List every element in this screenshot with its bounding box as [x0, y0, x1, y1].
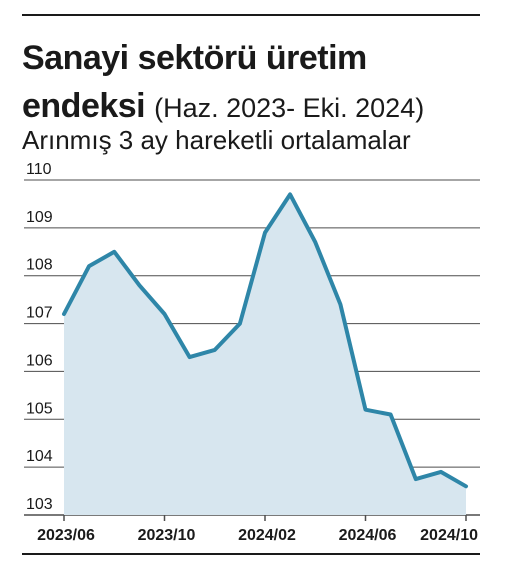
y-tick-label: 105	[26, 400, 53, 417]
y-tick-label: 107	[26, 305, 53, 322]
chart-title: Sanayi sektörü üretim endeksi (Haz. 2023…	[22, 34, 492, 132]
y-axis-ticks: 103 104 105 106 107 108 109 110	[26, 161, 53, 513]
area-layer	[62, 192, 468, 515]
chart-subtitle: Arınmış 3 ay hareketli ortalamalar	[22, 125, 411, 155]
x-tick-label: 2024/10	[420, 527, 478, 544]
y-tick-label: 104	[26, 448, 53, 465]
top-rule	[22, 14, 480, 16]
x-tick-label: 2024/02	[238, 527, 296, 544]
x-tick-label: 2024/06	[339, 527, 397, 544]
y-tick-label: 108	[26, 257, 53, 274]
y-tick-label: 106	[26, 352, 53, 369]
area-fill	[64, 194, 466, 515]
y-tick-label: 103	[26, 496, 53, 513]
chart-title-main: Sanayi sektörü üretim endeksi	[22, 39, 367, 125]
bottom-rule	[22, 553, 480, 555]
y-tick-label: 110	[26, 161, 52, 178]
x-tick-label: 2023/10	[138, 527, 196, 544]
x-tick-label: 2023/06	[37, 527, 95, 544]
x-axis-ticks: 2023/06 2023/10 2024/02 2024/06 2024/10	[37, 515, 478, 544]
chart-title-range: (Haz. 2023- Eki. 2024)	[154, 93, 425, 123]
y-tick-label: 109	[26, 209, 53, 226]
